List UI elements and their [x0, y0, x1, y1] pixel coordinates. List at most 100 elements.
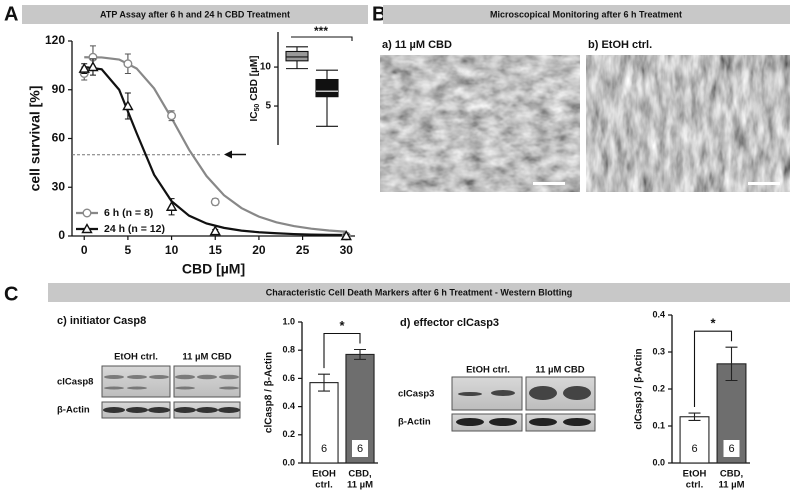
data-point [78, 62, 90, 73]
error-bar [725, 346, 738, 382]
x-tick-label: 11 µM [718, 480, 744, 491]
x-axis-label: CBD [µM] [182, 261, 245, 277]
box [315, 78, 339, 98]
image-title: a) 11 µM CBD [382, 39, 452, 51]
error-bar [688, 412, 701, 421]
y-tick-label: 0.0 [282, 457, 295, 467]
x-tick-label: 25 [296, 243, 310, 257]
blot-title: d) effector clCasp3 [400, 317, 499, 329]
y-tick-label: 120 [45, 33, 65, 47]
row-label: clCasp8 [57, 377, 93, 388]
y-tick-label: 0.4 [652, 309, 665, 319]
x-tick-label: CBD, [720, 469, 743, 480]
significance-bracket [291, 36, 353, 41]
y-tick-label: 0.2 [282, 429, 295, 439]
n-label: 6 [357, 443, 363, 455]
panel-header [383, 5, 790, 24]
data-point [122, 100, 134, 111]
data-point [123, 59, 133, 69]
y-tick-label: 0.4 [282, 401, 295, 411]
x-tick-label: 5 [125, 243, 132, 257]
legend-label: 24 h (n = 12) [104, 223, 165, 235]
data-point [167, 111, 177, 121]
panel-title: Microscopical Monitoring after 6 h Treat… [490, 9, 682, 19]
blot-image [451, 376, 596, 432]
y-tick-label: 5 [265, 101, 271, 112]
x-tick-label: 30 [340, 243, 354, 257]
panel-header [48, 283, 790, 302]
data-point [165, 200, 178, 211]
n-label: 6 [728, 443, 734, 455]
x-tick-label: CBD, [348, 469, 371, 480]
x-tick-label: ctrl. [315, 480, 332, 491]
n-label: 6 [321, 443, 327, 455]
micrograph [380, 55, 580, 192]
lane-label: EtOH ctrl. [114, 352, 158, 363]
panel-label: A [4, 3, 18, 25]
n-box [686, 440, 703, 457]
legend-label: 6 h (n = 8) [104, 207, 153, 219]
x-tick-label: 10 [165, 243, 179, 257]
y-tick-label: 0.2 [652, 383, 665, 393]
lane-label: 11 µM CBD [182, 352, 231, 363]
data-point [87, 61, 99, 72]
significance-bracket [693, 330, 733, 408]
y-axis-label: clCasp8 / β-Actin [264, 352, 275, 433]
scale-bar [748, 182, 780, 185]
y-tick-label: 1.0 [282, 316, 295, 326]
blot-image [101, 365, 241, 419]
y-tick-label: 0.0 [652, 457, 665, 467]
box-whisker [316, 69, 338, 127]
n-box [723, 440, 740, 457]
x-tick-label: 0 [81, 243, 88, 257]
row-label: β-Actin [398, 417, 431, 428]
x-tick-label: EtOH [683, 469, 707, 480]
row-label: β-Actin [57, 405, 90, 416]
data-point [210, 197, 220, 207]
y-tick-label: 0.8 [282, 345, 295, 355]
y-tick-label: 10 [260, 62, 272, 73]
legend-marker [82, 208, 92, 218]
row-label: clCasp3 [398, 389, 434, 400]
y-axis-label: IC50 CBD [µM] [249, 56, 262, 122]
reference-arrow [224, 150, 246, 159]
x-tick-label: EtOH [312, 469, 336, 480]
y-tick-label: 30 [52, 179, 66, 193]
box [285, 50, 309, 62]
panel-title: ATP Assay after 6 h and 24 h CBD Treatme… [100, 9, 290, 19]
x-tick-label: ctrl. [686, 480, 703, 491]
data-point [340, 230, 352, 241]
n-box [352, 440, 368, 457]
blot-title: c) initiator Casp8 [57, 315, 146, 327]
significance-label: * [710, 316, 716, 331]
x-tick-label: 15 [209, 243, 223, 257]
y-axis-label: cell survival [%] [27, 86, 43, 192]
panel-label: C [4, 283, 18, 305]
significance-bracket [323, 332, 361, 369]
y-axis-label-part: CBD [µM] [249, 56, 260, 101]
y-tick-label: 0.3 [652, 346, 665, 356]
panel-label: B [372, 3, 386, 25]
scale-bar [533, 182, 565, 185]
error-bar [318, 373, 330, 392]
lane-label: 11 µM CBD [535, 365, 584, 376]
panel-title: Characteristic Cell Death Markers after … [266, 287, 572, 297]
y-tick-label: 60 [52, 131, 66, 145]
image-title: b) EtOH ctrl. [588, 39, 652, 51]
y-tick-label: 90 [52, 82, 66, 96]
n-box [316, 440, 332, 457]
x-tick-label: 20 [252, 243, 266, 257]
significance-label: *** [314, 24, 328, 38]
micrograph [586, 55, 790, 192]
y-tick-label: 0 [58, 228, 65, 242]
data-point [209, 225, 221, 236]
error-bar [354, 348, 366, 360]
x-tick-label: 11 µM [347, 480, 373, 491]
panel-header [22, 5, 368, 24]
y-axis-label: clCasp3 / β-Actin [634, 348, 645, 429]
y-axis-label-sub: 50 [254, 104, 261, 112]
y-tick-label: 0.6 [282, 373, 295, 383]
y-axis-label-part: IC [249, 112, 260, 122]
significance-label: * [339, 318, 345, 333]
